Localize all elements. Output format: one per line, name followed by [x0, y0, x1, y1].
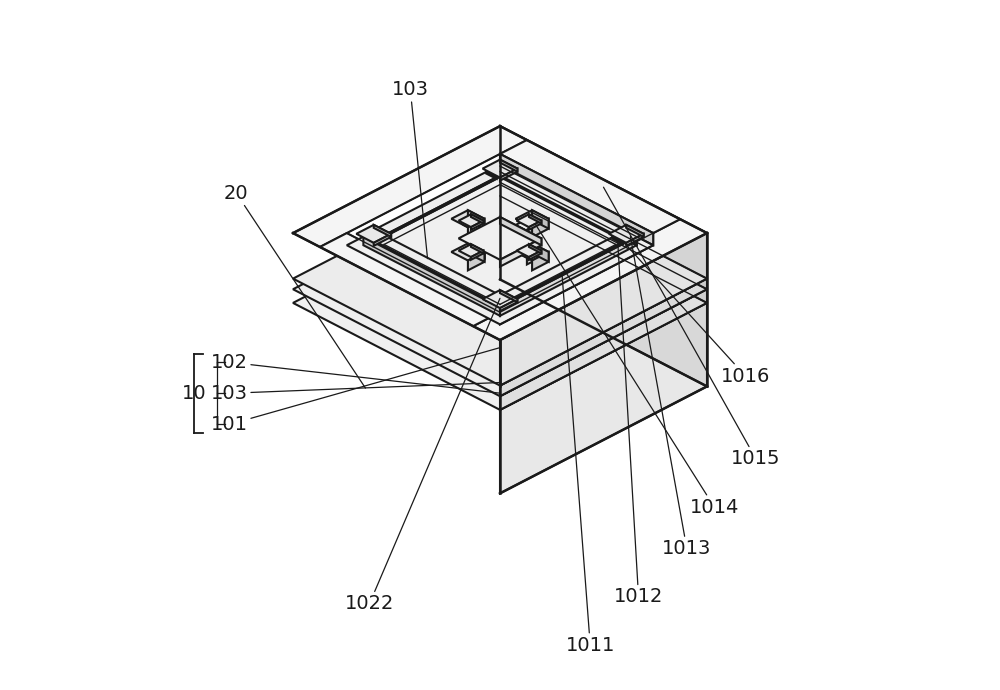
Polygon shape: [483, 290, 517, 308]
Polygon shape: [347, 166, 653, 324]
Polygon shape: [529, 250, 541, 260]
Polygon shape: [516, 219, 537, 230]
Polygon shape: [504, 237, 623, 299]
Text: 102: 102: [211, 353, 500, 393]
Polygon shape: [451, 210, 484, 227]
Polygon shape: [363, 232, 510, 308]
Polygon shape: [500, 182, 707, 303]
Polygon shape: [532, 219, 549, 237]
Polygon shape: [468, 244, 484, 262]
Polygon shape: [500, 233, 653, 324]
Polygon shape: [363, 166, 510, 242]
Polygon shape: [532, 252, 549, 270]
Polygon shape: [529, 215, 541, 224]
Polygon shape: [500, 172, 707, 289]
Polygon shape: [490, 166, 637, 242]
Polygon shape: [626, 234, 644, 246]
Polygon shape: [516, 244, 549, 261]
Polygon shape: [529, 221, 541, 230]
Polygon shape: [483, 159, 517, 177]
Polygon shape: [532, 244, 549, 262]
Polygon shape: [320, 233, 500, 326]
Polygon shape: [374, 225, 391, 237]
Polygon shape: [474, 225, 484, 237]
Polygon shape: [514, 242, 623, 300]
Polygon shape: [356, 225, 391, 243]
Text: 1013: 1013: [630, 237, 712, 558]
Polygon shape: [517, 244, 541, 257]
Polygon shape: [526, 224, 537, 237]
Polygon shape: [626, 225, 644, 237]
Polygon shape: [468, 219, 484, 237]
Polygon shape: [500, 166, 637, 245]
Text: 103: 103: [211, 382, 500, 403]
Polygon shape: [529, 244, 541, 253]
Polygon shape: [500, 289, 707, 410]
Polygon shape: [612, 228, 623, 235]
Polygon shape: [468, 252, 484, 270]
Polygon shape: [500, 290, 517, 302]
Polygon shape: [388, 177, 496, 235]
Polygon shape: [612, 237, 623, 244]
Polygon shape: [626, 232, 637, 245]
Polygon shape: [463, 219, 484, 230]
Polygon shape: [486, 293, 496, 300]
Polygon shape: [500, 279, 707, 396]
Polygon shape: [517, 215, 541, 227]
Polygon shape: [490, 232, 637, 308]
Polygon shape: [527, 253, 537, 264]
Polygon shape: [500, 299, 517, 311]
Text: 101: 101: [211, 348, 500, 434]
Polygon shape: [474, 246, 484, 259]
Polygon shape: [500, 233, 707, 386]
Polygon shape: [471, 244, 483, 253]
Polygon shape: [463, 246, 484, 257]
Polygon shape: [459, 215, 483, 227]
Polygon shape: [516, 210, 549, 227]
Text: 1014: 1014: [535, 224, 739, 517]
Text: 1011: 1011: [562, 275, 615, 655]
Polygon shape: [504, 172, 623, 233]
Polygon shape: [293, 126, 527, 247]
Polygon shape: [500, 154, 653, 245]
Polygon shape: [609, 225, 644, 243]
Text: 1012: 1012: [614, 239, 663, 607]
Text: 1022: 1022: [345, 298, 500, 613]
Polygon shape: [527, 219, 537, 231]
Polygon shape: [500, 168, 517, 181]
Polygon shape: [500, 140, 680, 233]
Polygon shape: [459, 244, 483, 257]
Text: 103: 103: [392, 80, 429, 259]
Polygon shape: [471, 221, 483, 230]
Text: 1015: 1015: [604, 187, 781, 469]
Polygon shape: [374, 234, 391, 246]
Polygon shape: [293, 182, 707, 396]
Polygon shape: [500, 237, 637, 316]
Polygon shape: [516, 246, 537, 257]
Polygon shape: [500, 159, 517, 172]
Polygon shape: [500, 126, 707, 279]
Polygon shape: [500, 239, 541, 266]
Polygon shape: [500, 217, 541, 245]
Polygon shape: [451, 244, 484, 261]
Text: 20: 20: [224, 184, 365, 388]
Polygon shape: [532, 210, 549, 228]
Polygon shape: [486, 172, 496, 179]
Polygon shape: [459, 217, 541, 260]
Polygon shape: [377, 172, 496, 233]
Text: 10: 10: [182, 384, 207, 403]
Polygon shape: [473, 252, 484, 264]
Polygon shape: [293, 196, 707, 410]
Polygon shape: [473, 219, 707, 340]
Polygon shape: [363, 237, 500, 316]
Polygon shape: [468, 210, 484, 228]
Text: 1016: 1016: [623, 241, 770, 386]
Polygon shape: [471, 215, 483, 224]
Polygon shape: [471, 250, 483, 260]
Polygon shape: [500, 303, 707, 493]
Polygon shape: [377, 237, 496, 299]
Polygon shape: [293, 172, 707, 386]
Polygon shape: [500, 196, 707, 386]
